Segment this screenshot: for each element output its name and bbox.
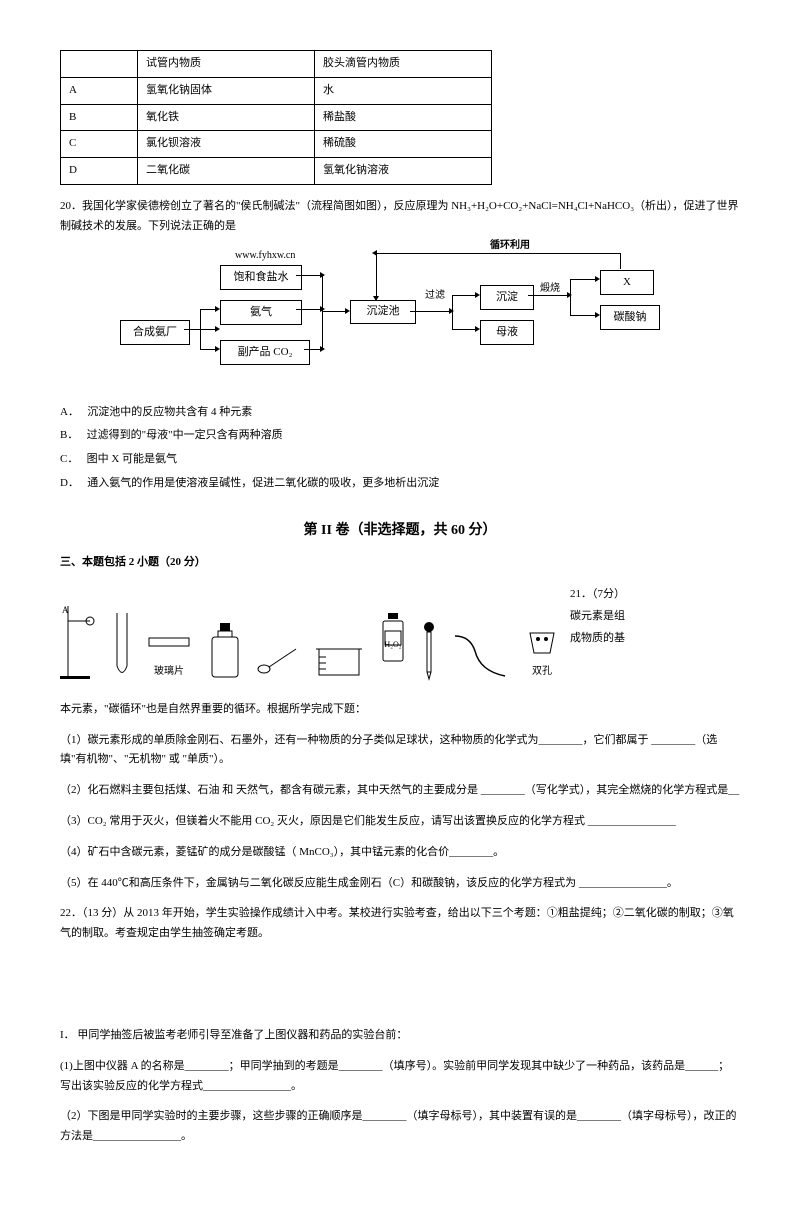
arrow	[528, 295, 568, 296]
cell: 氢氧化钠溶液	[315, 158, 492, 185]
th-dropper: 胶头滴管内物质	[315, 51, 492, 78]
reagent-bottle-icon: H₂O₂	[378, 611, 408, 680]
cell: D	[61, 158, 138, 185]
th-tube: 试管内物质	[138, 51, 315, 78]
q20-stem: 20．我国化学家侯德榜创立了著名的"侯氏制碱法"（流程简图如图），反应原理为 N…	[60, 197, 740, 237]
q21-sub3: （3）CO₂ 常用于灭火，但镁着火不能用 CO₂ 灭火，原因是它们能发生反应，请…	[60, 812, 740, 832]
box-liquor: 母液	[480, 320, 534, 346]
arrow	[200, 309, 216, 310]
option-a: A． 沉淀池中的反应物共含有 4 种元素	[60, 403, 740, 423]
cell: 稀盐酸	[315, 104, 492, 131]
box-salt: 饱和食盐水	[220, 265, 302, 291]
cell: 稀硫酸	[315, 131, 492, 158]
q21-sub1: （1）碳元素形成的单质除金刚石、石墨外，还有一种物质的分子类似足球状，这种物质的…	[60, 731, 740, 771]
q22-part1: I． 甲同学抽签后被监考老师引导至准备了上图仪器和药品的实验台前：	[60, 1026, 740, 1046]
test-tube-icon	[114, 611, 130, 681]
option-d: D． 通入氨气的作用是使溶液呈碱性，促进二氧化碳的吸收，更多地析出沉淀	[60, 474, 740, 494]
q22-sub1: (1)上图中仪器 A 的名称是________；甲同学抽到的考题是_______…	[60, 1057, 740, 1097]
svg-text:A: A	[62, 605, 69, 615]
label-filter: 过滤	[425, 287, 445, 305]
spoon-icon	[256, 641, 300, 681]
q21-number: 21．（7分）碳元素是组成物质的基	[570, 583, 630, 649]
beaker-icon	[314, 641, 364, 681]
line	[452, 295, 453, 329]
box-x: X	[600, 270, 654, 296]
q22-stem: 22．（13 分）从 2013 年开始，学生实验操作成绩计入中考。某校进行实验考…	[60, 904, 740, 944]
cell: 氯化钡溶液	[138, 131, 315, 158]
table-row: C氯化钡溶液稀硫酸	[61, 131, 492, 158]
delivery-tube-icon	[450, 631, 510, 681]
line	[570, 279, 571, 315]
table-row: B氧化铁稀盐酸	[61, 104, 492, 131]
table-row: D二氧化碳氢氧化钠溶液	[61, 158, 492, 185]
dropper-icon	[422, 621, 436, 681]
arrow	[304, 349, 321, 350]
box-co2: 副产品 CO₂	[220, 340, 310, 366]
flow-diagram: www.fyhxw.cn 循环利用 饱和食盐水 氨气 合成氨厂 副产品 CO₂ …	[120, 245, 680, 395]
cell: B	[61, 104, 138, 131]
wide-bottle-icon	[208, 621, 242, 681]
glass-slide-icon: 玻璃片	[144, 623, 194, 681]
arrow	[410, 311, 450, 312]
arrow	[452, 329, 476, 330]
arrow	[322, 311, 346, 312]
q21-sub2: （2）化石燃料主要包括煤、石油 和 天然气，都含有碳元素，其中天然气的主要成分是…	[60, 781, 740, 801]
line	[376, 253, 620, 254]
q20-options: A． 沉淀池中的反应物共含有 4 种元素 B． 过滤得到的"母液"中一定只含有两…	[60, 403, 740, 494]
option-c: C． 图中 X 可能是氨气	[60, 450, 740, 470]
box-pool: 沉淀池	[350, 300, 416, 324]
arrow-down	[376, 253, 377, 297]
apparatus-row: A 玻璃片 H₂O₂	[60, 591, 560, 681]
table-row: A氢氧化钠固体水	[61, 77, 492, 104]
stopper-icon: 双孔	[524, 623, 560, 681]
cell: C	[61, 131, 138, 158]
arrow	[296, 309, 321, 310]
box-precip: 沉淀	[480, 285, 534, 311]
arrow	[452, 295, 476, 296]
box-soda: 碳酸钠	[600, 305, 660, 331]
q22-sub2: （2）下图是甲同学实验时的主要步骤，这些步骤的正确顺序是________（填字母…	[60, 1107, 740, 1147]
iron-stand-icon: A	[60, 601, 100, 681]
cell: 氧化铁	[138, 104, 315, 131]
arrow	[570, 315, 596, 316]
arrow	[296, 275, 321, 276]
cell: 水	[315, 77, 492, 104]
section-3-title: 三、本题包括 2 小题（20 分）	[60, 553, 740, 573]
option-b: B． 过滤得到的"母液"中一定只含有两种溶质	[60, 426, 740, 446]
line	[620, 253, 621, 269]
th-blank	[61, 51, 138, 78]
section-2-title: 第 II 卷（非选择题，共 60 分）	[60, 518, 740, 543]
cell: 二氧化碳	[138, 158, 315, 185]
arrow	[570, 279, 596, 280]
q21-stem: 本元素，"碳循环"也是自然界重要的循环。根据所学完成下题：	[60, 700, 740, 720]
cell: 氢氧化钠固体	[138, 77, 315, 104]
table-header-row: 试管内物质 胶头滴管内物质	[61, 51, 492, 78]
box-ammonia: 氨气	[220, 300, 302, 326]
cell: A	[61, 77, 138, 104]
q21-sub5: （5）在 440℃和高压条件下，金属钠与二氧化碳反应能生成金刚石（C）和碳酸钠，…	[60, 874, 740, 894]
diagram-url: www.fyhxw.cn	[235, 247, 295, 265]
line	[200, 309, 201, 349]
arrow	[200, 349, 216, 350]
options-table: 试管内物质 胶头滴管内物质 A氢氧化钠固体水 B氧化铁稀盐酸 C氯化钡溶液稀硫酸…	[60, 50, 492, 185]
box-synth: 合成氨厂	[120, 320, 190, 346]
line	[322, 275, 323, 350]
q21-sub4: （4）矿石中含碳元素，菱锰矿的成分是碳酸锰（ MnCO₃），其中锰元素的化合价_…	[60, 843, 740, 863]
